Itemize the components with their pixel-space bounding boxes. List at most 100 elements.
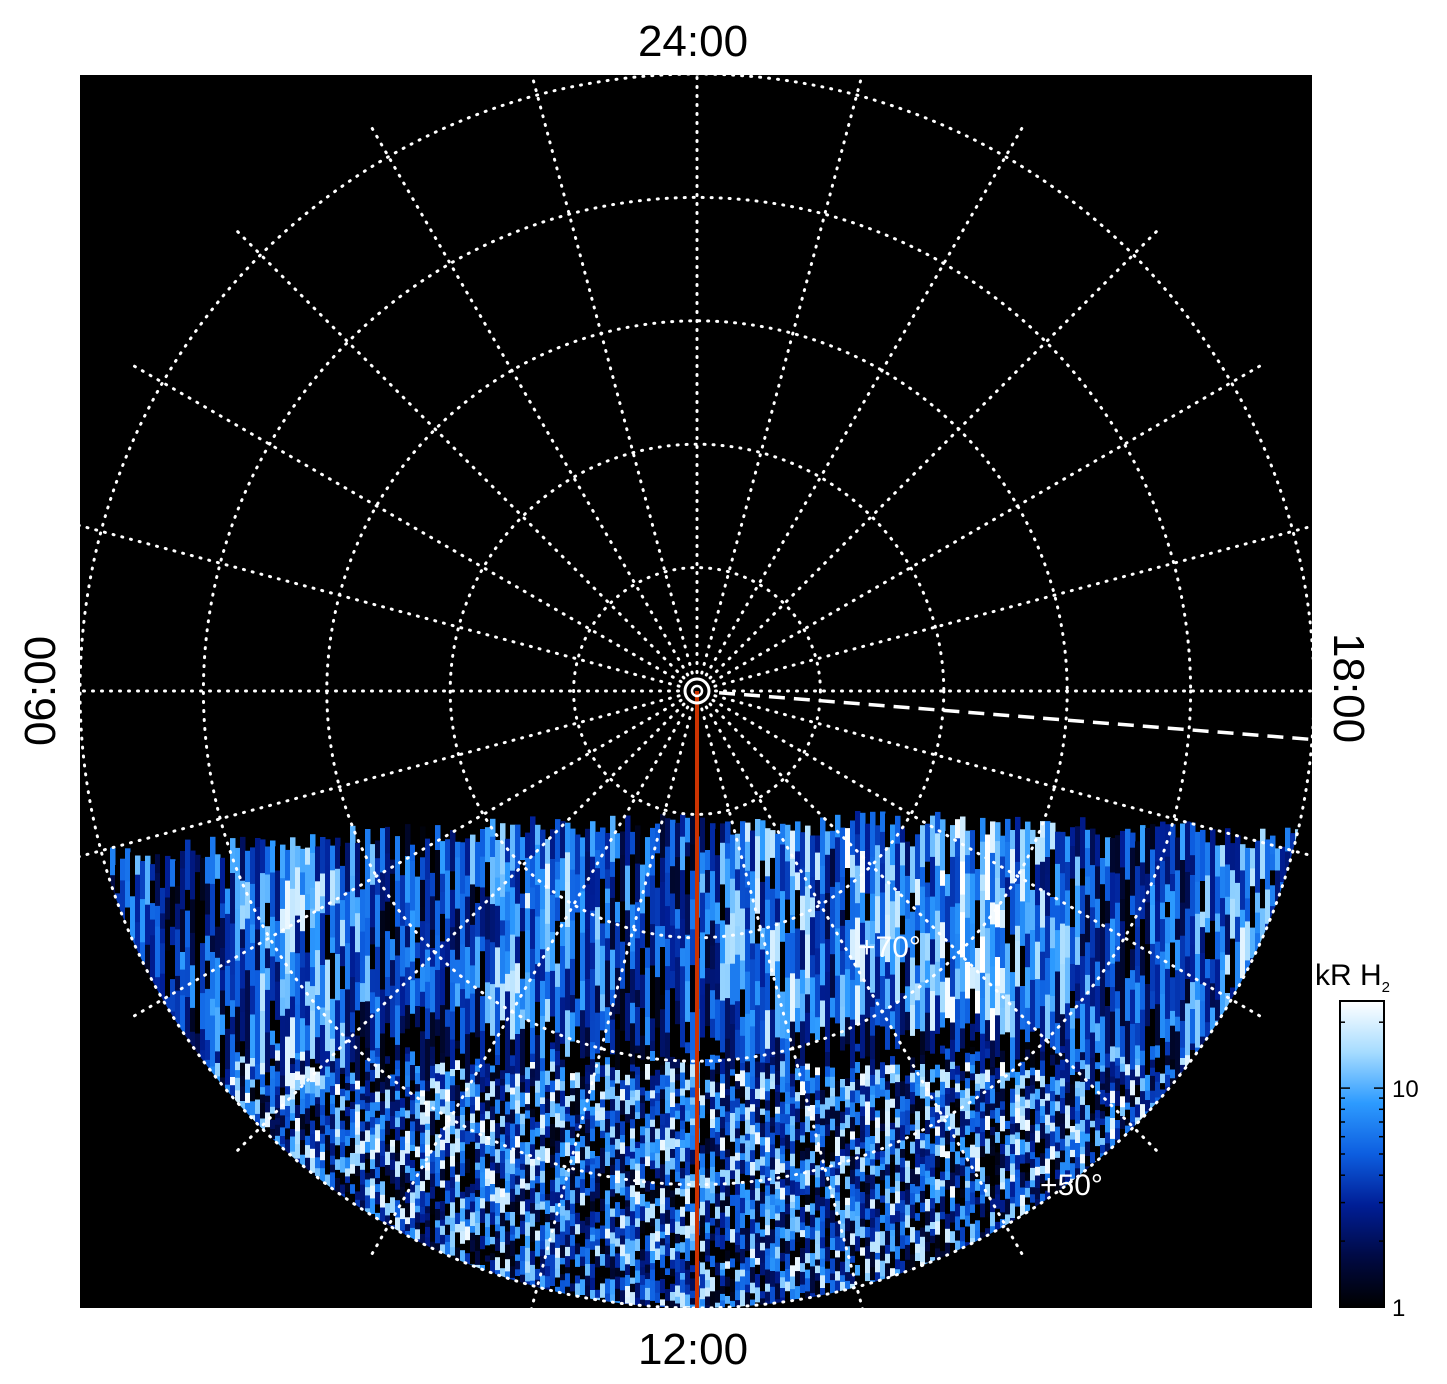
- heatmap-cell: [360, 1093, 366, 1101]
- heatmap-cell: [865, 1273, 871, 1282]
- heatmap-cell: [460, 944, 466, 990]
- heatmap-cell: [830, 1198, 836, 1211]
- heatmap-cell: [865, 1219, 871, 1228]
- heatmap-cell: [745, 1200, 751, 1216]
- heatmap-cell: [240, 1011, 246, 1042]
- heatmap-cell: [765, 1225, 771, 1236]
- heatmap-cell: [220, 970, 226, 991]
- heatmap-cell: [425, 1179, 431, 1193]
- heatmap-cell: [840, 950, 846, 976]
- heatmap-cell: [770, 1126, 776, 1134]
- heatmap-cell: [430, 1046, 436, 1059]
- heatmap-cell: [525, 1110, 531, 1120]
- heatmap-cell: [615, 1183, 621, 1194]
- heatmap-cell: [675, 1303, 681, 1308]
- heatmap-cell: [390, 907, 396, 940]
- heatmap-cell: [625, 1136, 631, 1147]
- heatmap-cell: [655, 1248, 661, 1261]
- heatmap-cell: [190, 1007, 196, 1033]
- heatmap-cell: [865, 1258, 871, 1274]
- heatmap-cell: [760, 1087, 766, 1100]
- heatmap-cell: [780, 1101, 786, 1115]
- heatmap-cell: [745, 1072, 751, 1088]
- heatmap-cell: [215, 957, 221, 1008]
- heatmap-cell: [745, 971, 751, 1015]
- heatmap-cell: [850, 1169, 856, 1185]
- heatmap-cell: [600, 1307, 606, 1308]
- heatmap-cell: [585, 1165, 591, 1173]
- heatmap-cell: [550, 932, 556, 972]
- heatmap-cell: [500, 1226, 506, 1243]
- heatmap-cell: [535, 1165, 541, 1177]
- heatmap-cell: [640, 1126, 646, 1136]
- heatmap-cell: [480, 1235, 486, 1250]
- heatmap-cell: [605, 833, 611, 870]
- heatmap-cell: [400, 1165, 406, 1173]
- heatmap-cell: [250, 1079, 256, 1088]
- heatmap-cell: [560, 1280, 566, 1293]
- heatmap-cell: [430, 1111, 436, 1128]
- heatmap-cell: [370, 1159, 376, 1170]
- heatmap-cell: [855, 1103, 861, 1113]
- heatmap-cell: [460, 1221, 466, 1232]
- heatmap-cell: [545, 1178, 551, 1195]
- heatmap-cell: [700, 1201, 706, 1216]
- heatmap-cell: [595, 1273, 601, 1281]
- heatmap-cell: [720, 1058, 726, 1075]
- heatmap-cell: [405, 967, 411, 1006]
- heatmap-cell: [555, 1165, 561, 1179]
- heatmap-cell: [350, 977, 356, 1013]
- heatmap-cell: [640, 1143, 646, 1158]
- heatmap-cell: [745, 822, 751, 843]
- heatmap-cell: [790, 1141, 796, 1155]
- heatmap-cell: [295, 1090, 301, 1106]
- heatmap-cell: [830, 1140, 836, 1153]
- heatmap-cell: [260, 1087, 266, 1095]
- heatmap-cell: [250, 985, 256, 1015]
- heatmap-cell: [290, 1088, 296, 1100]
- heatmap-cell: [665, 1235, 671, 1244]
- heatmap-cell: [760, 1072, 766, 1089]
- heatmap-cell: [610, 1243, 616, 1257]
- heatmap-cell: [900, 1212, 906, 1223]
- heatmap-cell: [670, 1157, 676, 1171]
- heatmap-cell: [185, 1310, 191, 1321]
- heatmap-cell: [700, 1251, 706, 1263]
- heatmap-cell: [445, 1127, 451, 1144]
- heatmap-cell: [850, 877, 856, 930]
- heatmap-cell: [425, 879, 431, 924]
- heatmap-cell: [735, 1307, 741, 1308]
- heatmap-cell: [905, 1235, 911, 1246]
- heatmap-cell: [290, 1073, 296, 1089]
- heatmap-cell: [775, 1189, 781, 1200]
- heatmap-cell: [350, 875, 356, 927]
- heatmap-cell: [675, 1243, 681, 1252]
- heatmap-cell: [770, 1073, 776, 1083]
- heatmap-cell: [335, 1116, 341, 1130]
- heatmap-cell: [865, 946, 871, 976]
- heatmap-cell: [365, 1121, 371, 1131]
- heatmap-cell: [725, 1038, 731, 1090]
- heatmap-cell: [365, 1179, 371, 1188]
- heatmap-cell: [710, 1291, 716, 1306]
- heatmap-cell: [180, 868, 186, 910]
- heatmap-cell: [385, 1203, 391, 1216]
- heatmap-cell: [570, 1101, 576, 1116]
- heatmap-cell: [570, 1115, 576, 1128]
- heatmap-cell: [925, 1231, 931, 1243]
- heatmap-cell: [865, 975, 871, 1019]
- heatmap-cell: [565, 1256, 571, 1268]
- heatmap-cell: [665, 1268, 671, 1276]
- heatmap-cell: [575, 1102, 581, 1116]
- heatmap-cell: [310, 1148, 316, 1159]
- heatmap-cell: [925, 1251, 931, 1263]
- heatmap-cell: [590, 1090, 596, 1102]
- heatmap-cell: [715, 983, 721, 1000]
- heatmap-cell: [505, 1073, 511, 1086]
- heatmap-cell: [790, 1265, 796, 1277]
- heatmap-cell: [835, 1175, 841, 1186]
- heatmap-cell: [865, 1237, 871, 1247]
- heatmap-cell: [715, 855, 721, 903]
- heatmap-cell: [645, 1272, 651, 1280]
- heatmap-cell: [740, 1263, 746, 1271]
